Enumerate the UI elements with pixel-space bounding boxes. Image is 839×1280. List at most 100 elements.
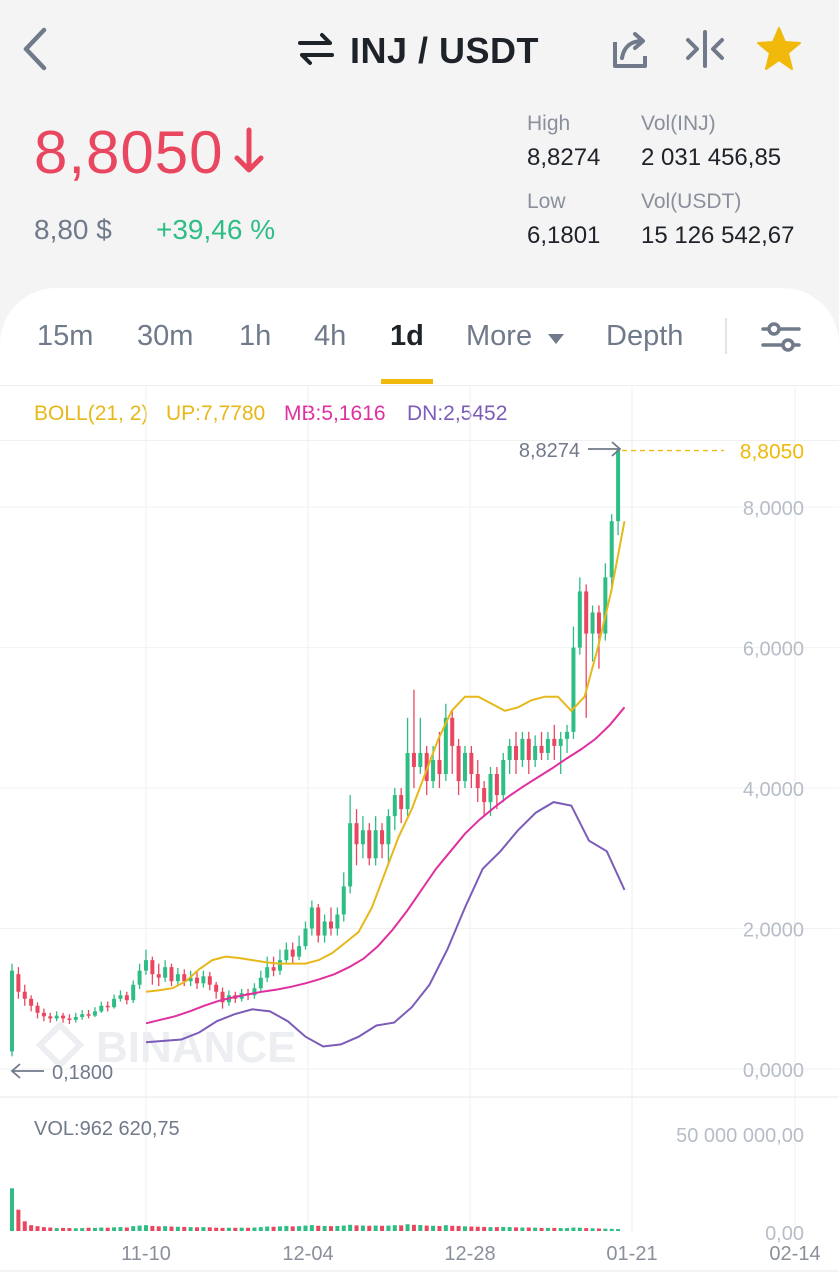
candle-body (214, 984, 219, 992)
candle-body (48, 1016, 53, 1019)
candle-body (258, 977, 263, 989)
candle-body (354, 823, 359, 845)
volume-bar (405, 1224, 410, 1231)
volume-bar (169, 1226, 174, 1231)
candle-body (124, 995, 129, 1001)
candle-body (16, 974, 21, 992)
candle-body (22, 991, 27, 999)
candle-body (271, 967, 276, 971)
candle-body (558, 738, 563, 746)
vol-quote-label: Vol(USDT) (641, 190, 742, 213)
volume-bar (29, 1225, 34, 1231)
candle-body (297, 946, 302, 957)
volume-bar (373, 1225, 378, 1231)
candle-body (443, 717, 448, 775)
volume-bar (539, 1227, 544, 1231)
low-marker-arrow (10, 1063, 44, 1079)
chart-panel (0, 288, 839, 1280)
volume-bar (443, 1225, 448, 1231)
back-icon[interactable] (14, 24, 54, 74)
indicator-bar: BOLL(21, 2) UP:7,7780 MB:5,1616 DN:2,545… (0, 385, 839, 441)
candle-body (309, 907, 314, 929)
candle-body (341, 886, 346, 915)
y-tick-label: 4,0000 (743, 779, 804, 801)
candle-body (86, 1014, 91, 1016)
volume-bar (226, 1227, 231, 1231)
volume-bar (456, 1225, 461, 1231)
tab-depth[interactable]: Depth (606, 320, 684, 352)
candle-body (373, 830, 378, 859)
volume-bar (571, 1227, 576, 1231)
volume-bar (297, 1226, 302, 1231)
volume-bar (475, 1226, 480, 1231)
volume-bar (526, 1227, 531, 1231)
volume-bar (488, 1227, 493, 1231)
boll-dn: DN:2,5452 (407, 402, 508, 425)
candle-body (590, 612, 595, 634)
volume-bar (341, 1225, 346, 1231)
volume-label: VOL:962 620,75 (34, 1118, 180, 1140)
y-tick-label: 8,0000 (743, 498, 804, 520)
tab-more[interactable]: More (466, 320, 566, 354)
tab-4h[interactable]: 4h (314, 320, 347, 352)
candle-body (175, 974, 180, 982)
candle-body (494, 774, 499, 796)
candlestick-chart[interactable]: BINANCE 8,0000 6,0000 4,0000 2,0000 0,0000 8,8… (0, 385, 839, 1280)
volume-bar (354, 1225, 359, 1231)
volume-bar (303, 1225, 308, 1231)
compare-icon[interactable] (684, 26, 726, 72)
chart-settings-icon[interactable] (760, 318, 802, 356)
volume-bar (367, 1225, 372, 1231)
volume-bar (411, 1224, 416, 1231)
candle-body (329, 921, 333, 929)
candle-body (450, 717, 455, 746)
tab-1h[interactable]: 1h (239, 320, 272, 352)
volume-bar (175, 1226, 180, 1231)
candle-body (112, 998, 117, 1008)
watermark-logo (35, 1020, 85, 1070)
candle-body (348, 823, 353, 887)
boll-name: BOLL(21, 2) (34, 402, 149, 425)
volume-bar (16, 1209, 21, 1231)
candle-body (316, 907, 321, 936)
volume-bar (220, 1227, 225, 1231)
volume-bar (214, 1227, 219, 1231)
volume-bar (424, 1225, 429, 1231)
volume-bar (360, 1225, 365, 1231)
volume-bar (265, 1226, 270, 1231)
volume-bar (258, 1227, 263, 1231)
volume-bar (437, 1225, 442, 1231)
tab-30m[interactable]: 30m (137, 320, 194, 352)
x-tick-label: 01-21 (606, 1243, 657, 1265)
volume-y-tick: 50 000 000,00 (676, 1125, 804, 1147)
volume-bar (469, 1226, 474, 1231)
volume-bar (533, 1227, 538, 1231)
candle-body (252, 988, 257, 996)
volume-bar (80, 1228, 85, 1231)
candle-body (539, 745, 544, 753)
tab-15m[interactable]: 15m (37, 320, 94, 352)
volume-bar (507, 1227, 512, 1231)
volume-bar (143, 1225, 148, 1231)
volume-bar (137, 1225, 142, 1231)
volume-bar (577, 1227, 582, 1231)
tab-1d[interactable]: 1d (390, 320, 424, 352)
candle-body (61, 1015, 66, 1019)
volume-bar (86, 1227, 91, 1231)
volume-bar (603, 1228, 608, 1231)
share-icon[interactable] (610, 26, 652, 72)
candle-body (603, 577, 608, 634)
volume-bar (482, 1226, 487, 1231)
volume-bar (277, 1226, 282, 1231)
candle-body (609, 521, 614, 578)
volume-bar (596, 1228, 601, 1231)
volume-bar (494, 1227, 499, 1231)
candle-body (67, 1018, 72, 1020)
candle-body (163, 967, 168, 978)
pair-selector[interactable]: INJ / USDT (296, 26, 539, 76)
volume-y-tick: 0,00 (765, 1223, 804, 1245)
volume-bar (418, 1224, 423, 1231)
candle-body (143, 960, 148, 971)
volume-bar (163, 1226, 168, 1231)
favorite-star-icon[interactable] (756, 26, 801, 72)
